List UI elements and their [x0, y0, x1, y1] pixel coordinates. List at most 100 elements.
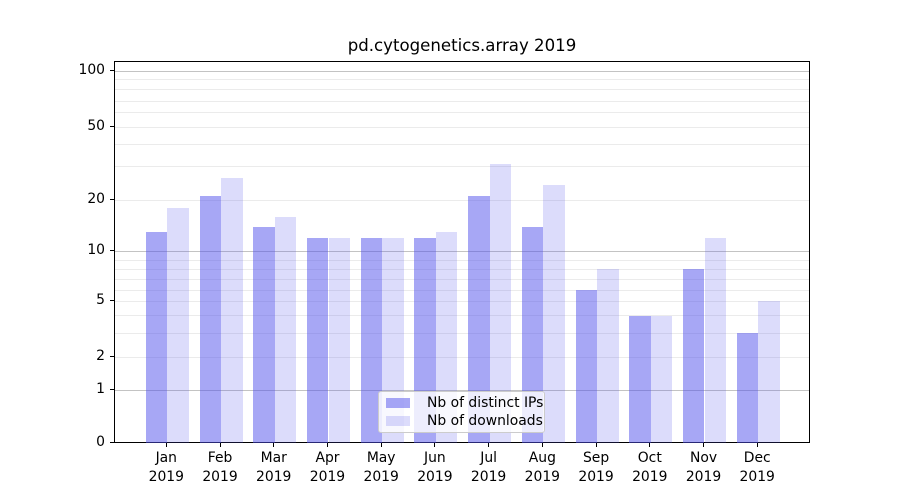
y-tick-label-1: 1 — [96, 381, 105, 397]
bar-distinct-ips-apr — [306, 237, 329, 443]
x-tick-year: 2019 — [685, 468, 722, 485]
gridline-y-90 — [115, 78, 809, 80]
x-tick-label-oct: Oct 2019 — [618, 449, 682, 486]
gridline-y-10 — [115, 251, 809, 252]
gridline-y-7 — [115, 278, 809, 280]
bar-distinct-ips-feb — [199, 195, 221, 443]
x-tick-label-jun: Jun 2019 — [403, 449, 467, 486]
x-tick-sep — [595, 443, 597, 447]
x-tick-year: 2019 — [202, 468, 238, 485]
x-tick-label-sep: Sep 2019 — [564, 449, 628, 486]
bar-downloads-nov — [704, 237, 726, 443]
gridline-y-8 — [115, 268, 809, 270]
legend-label-downloads: Nb of downloads — [427, 412, 543, 429]
bar-downloads-oct — [650, 315, 673, 443]
bar-distinct-ips-jul — [468, 195, 490, 443]
x-tick-apr — [326, 443, 328, 447]
x-tick-month: Oct — [637, 450, 662, 466]
x-tick-year: 2019 — [524, 468, 560, 485]
x-tick-year: 2019 — [739, 468, 775, 485]
x-tick-label-apr: Apr 2019 — [295, 449, 359, 486]
x-tick-label-mar: Mar 2019 — [242, 449, 306, 486]
x-tick-dec — [756, 443, 758, 447]
bar-downloads-dec — [758, 301, 780, 443]
gridline-y-100 — [115, 70, 809, 72]
y-tick-label-10: 10 — [87, 242, 105, 258]
legend: Nb of distinct IPs Nb of downloads — [378, 391, 545, 433]
gridline-y-1 — [115, 390, 809, 391]
x-tick-label-aug: Aug 2019 — [510, 449, 574, 486]
legend-swatch-distinct-ips — [386, 397, 410, 409]
y-tick-label-100: 100 — [78, 61, 105, 78]
bar-distinct-ips-nov — [683, 269, 705, 443]
y-tick-label-20: 20 — [87, 190, 105, 207]
x-tick-jan — [165, 443, 167, 447]
x-tick-label-jan: Jan 2019 — [134, 449, 198, 486]
y-tick-5 — [110, 299, 114, 301]
bar-downloads-apr — [328, 237, 350, 443]
bar-downloads-jul — [489, 164, 512, 443]
x-tick-year: 2019 — [256, 468, 292, 485]
bar-distinct-ips-jan — [145, 232, 168, 443]
legend-item-downloads: Nb of downloads — [386, 412, 544, 429]
x-tick-month: Feb — [207, 450, 233, 466]
x-tick-month: Apr — [315, 450, 340, 466]
x-tick-label-feb: Feb 2019 — [188, 449, 252, 486]
y-tick-10 — [110, 250, 114, 251]
y-tick-50 — [110, 126, 114, 128]
y-tick-label-0: 0 — [96, 434, 105, 450]
legend-swatch-downloads — [386, 415, 410, 427]
x-tick-label-jul: Jul 2019 — [457, 449, 521, 486]
x-tick-feb — [219, 443, 221, 447]
gridline-y-2 — [115, 357, 809, 359]
legend-label-distinct-ips: Nb of distinct IPs — [427, 394, 544, 411]
gridline-y-6 — [115, 289, 809, 291]
x-tick-may — [380, 443, 382, 447]
x-tick-month: Jan — [155, 450, 177, 466]
bar-distinct-ips-oct — [629, 315, 651, 443]
gridline-y-20 — [115, 199, 809, 201]
bar-distinct-ips-dec — [736, 333, 759, 443]
gridline-y-80 — [115, 88, 809, 90]
y-tick-20 — [110, 198, 114, 200]
y-tick-2 — [110, 356, 114, 358]
bar-downloads-jan — [167, 207, 189, 443]
x-tick-year: 2019 — [363, 468, 399, 485]
x-tick-aug — [541, 443, 543, 447]
x-tick-month: Dec — [743, 450, 771, 466]
x-tick-month: Jun — [424, 450, 446, 466]
x-tick-year: 2019 — [309, 468, 346, 485]
plot-area — [114, 61, 810, 443]
bar-downloads-sep — [597, 269, 619, 443]
bar-downloads-mar — [274, 216, 297, 443]
x-tick-year: 2019 — [470, 468, 507, 485]
x-tick-mar — [273, 443, 275, 447]
gridline-y-3 — [115, 332, 809, 334]
legend-item-distinct-ips: Nb of distinct IPs — [386, 394, 544, 411]
bar-distinct-ips-sep — [575, 290, 597, 443]
bar-downloads-jun — [436, 232, 458, 443]
x-tick-year: 2019 — [578, 468, 614, 485]
x-tick-month: Mar — [260, 450, 287, 466]
gridline-y-50 — [115, 127, 809, 129]
gridline-y-4 — [115, 315, 809, 316]
x-tick-nov — [703, 443, 704, 447]
x-tick-month: May — [366, 450, 396, 466]
gridline-y-9 — [115, 259, 809, 261]
x-tick-label-nov: Nov 2019 — [672, 449, 736, 486]
x-tick-year: 2019 — [417, 468, 453, 485]
gridline-y-40 — [115, 143, 809, 145]
y-tick-label-2: 2 — [96, 348, 105, 365]
y-tick-label-50: 50 — [87, 118, 105, 135]
bar-distinct-ips-mar — [253, 226, 275, 443]
x-tick-jul — [488, 443, 490, 447]
gridline-y-60 — [115, 112, 809, 114]
y-tick-1 — [110, 389, 114, 390]
y-tick-0 — [110, 442, 114, 443]
x-tick-year: 2019 — [148, 468, 184, 485]
x-tick-oct — [649, 443, 651, 447]
bar-distinct-ips-aug — [521, 226, 544, 443]
x-tick-label-may: May 2019 — [349, 449, 413, 486]
x-tick-month: Nov — [689, 450, 718, 466]
gridline-y-5 — [115, 300, 809, 302]
